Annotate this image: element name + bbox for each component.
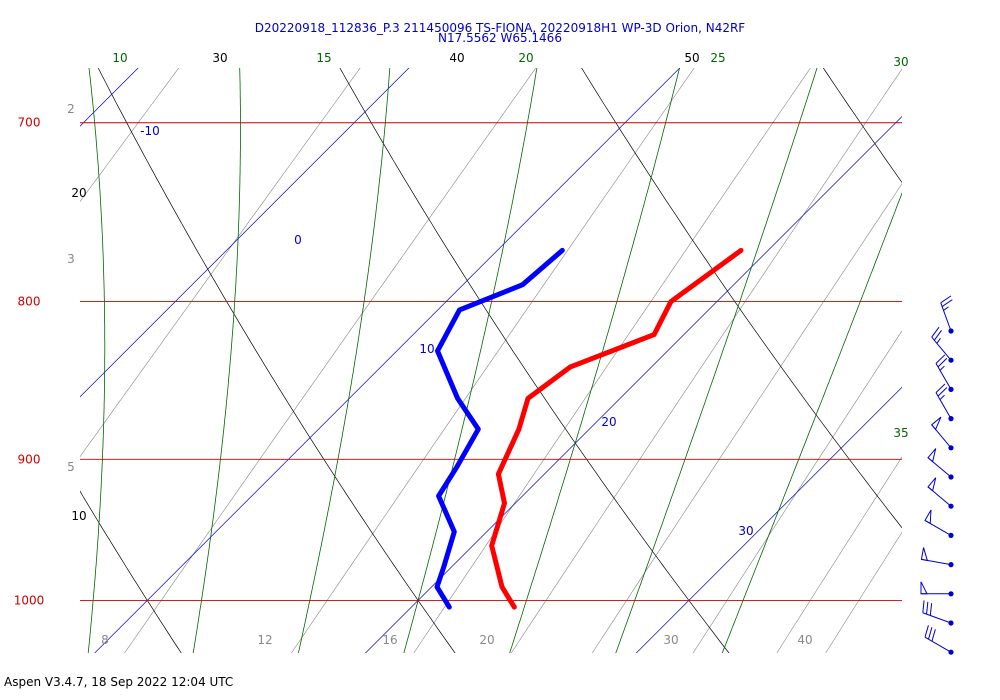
moist-adiabat-line <box>297 68 391 653</box>
mixing-ratio-line <box>0 0 225 678</box>
wind-barb <box>927 448 954 480</box>
isotherm-label: 0 <box>294 233 302 247</box>
mixing-ratio-line <box>692 330 902 653</box>
isotherm-label: 10 <box>419 342 434 356</box>
isotherm-line <box>365 116 902 653</box>
mixing-ratio-left-label: 2 <box>67 102 75 116</box>
dry-adiabat-left-label: 20 <box>71 186 86 200</box>
isotherm-label: -10 <box>140 124 160 138</box>
moist-adiabat-label: 15 <box>316 51 331 65</box>
mixing-ratio-left-label: 3 <box>67 252 75 266</box>
wind-barb <box>924 509 954 539</box>
isobars <box>80 122 902 601</box>
isotherm-line <box>80 68 410 398</box>
moist-adiabat-label: 30 <box>893 55 908 69</box>
mixing-ratio-label: 30 <box>663 633 678 647</box>
mixing-ratio-label: 8 <box>101 633 109 647</box>
wind-barb <box>920 547 954 568</box>
wind-barb <box>935 354 954 392</box>
temperature-trace <box>489 247 744 610</box>
wind-barb <box>922 600 954 626</box>
mixing-ratio-line <box>80 68 180 203</box>
dry-adiabat-label: 30 <box>212 51 227 65</box>
wind-barbs <box>920 295 954 655</box>
mixing-ratio-line <box>124 68 537 653</box>
mixing-ratio-label: 20 <box>479 633 494 647</box>
wind-barb <box>931 416 954 451</box>
wind-barb <box>940 295 954 334</box>
isotherm-label: 30 <box>738 524 753 538</box>
wind-barb <box>924 625 954 655</box>
isobar-label: 1000 <box>14 593 45 607</box>
sounding-traces <box>434 247 744 610</box>
dewpoint-trace <box>434 247 565 610</box>
mixing-ratio-label: 40 <box>797 633 812 647</box>
isobar-label: 800 <box>18 295 41 309</box>
dry-adiabat-label: 40 <box>449 51 464 65</box>
wind-barb <box>931 326 954 363</box>
isotherms <box>0 0 1000 678</box>
mixing-ratio-line <box>776 456 902 653</box>
dry-adiabat-line <box>97 68 456 653</box>
moist-adiabat-line <box>403 68 538 653</box>
moist-adiabat-label: 35 <box>893 426 908 440</box>
isobar-label: 700 <box>18 116 41 130</box>
isotherm-label: 20 <box>601 415 616 429</box>
moist-adiabat-label: 20 <box>518 51 533 65</box>
isotherm-line <box>0 0 111 678</box>
moist-adiabat-line <box>509 68 680 653</box>
isotherm-line <box>94 68 681 653</box>
dry-adiabat-label: 50 <box>684 51 699 65</box>
software-footer: Aspen V3.4.7, 18 Sep 2022 12:04 UTC <box>4 675 234 689</box>
moist-adiabat-line <box>721 192 902 653</box>
moist-adiabats <box>87 68 902 653</box>
mixing-ratio-label: 12 <box>257 633 272 647</box>
mixing-ratio-line <box>290 68 695 653</box>
axis-labels: 6007008009001000-10010203030405020101015… <box>14 51 909 647</box>
isotherm-line <box>882 0 1000 678</box>
chart-subtitle-location: N17.5562 W65.1466 <box>438 31 562 45</box>
moist-adiabat-line <box>615 68 818 653</box>
dry-adiabat-line <box>822 68 902 184</box>
isotherm-line <box>80 68 139 127</box>
mixing-ratio-line <box>510 68 902 653</box>
dry-adiabat-line <box>901 0 1000 678</box>
wind-barb <box>927 477 954 509</box>
moist-adiabat-label: 10 <box>112 51 127 65</box>
mixing-ratio-line <box>825 531 902 653</box>
mixing-ratio-label: 16 <box>382 633 397 647</box>
isotherm-line <box>635 386 902 653</box>
moist-adiabat-line <box>87 68 106 653</box>
dry-adiabat-line <box>80 490 182 653</box>
moist-adiabat-label: 25 <box>710 51 725 65</box>
mixing-ratio-line <box>413 68 811 653</box>
dry-adiabat-line <box>339 68 730 653</box>
isobar-label: 900 <box>18 452 41 466</box>
mixing-ratio-line <box>591 183 902 653</box>
mixing-ratio-left-label: 5 <box>67 460 75 474</box>
chart-title: D20220918_112836_P.3 211450096 TS-FIONA,… <box>254 21 746 35</box>
dry-adiabats <box>80 0 1000 678</box>
wind-barb <box>935 383 954 422</box>
dry-adiabat-line <box>581 68 902 529</box>
mixing-ratio-line <box>80 68 361 458</box>
mixing-ratio-line <box>0 0 8 678</box>
moist-adiabat-line <box>192 68 241 653</box>
wind-barb <box>920 581 954 597</box>
dry-adiabat-left-label: 10 <box>71 509 86 523</box>
